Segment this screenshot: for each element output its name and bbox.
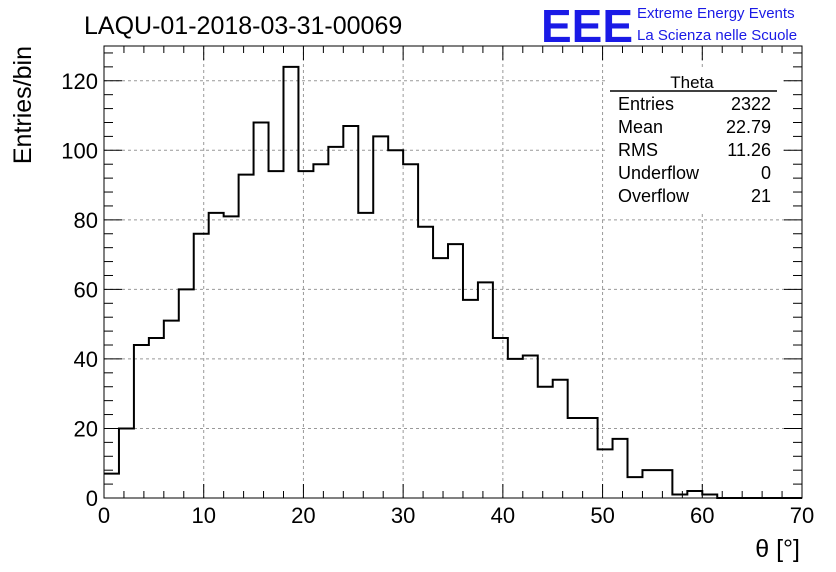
- logo-line-2: La Scienza nelle Scuole: [637, 27, 797, 44]
- stats-label: Entries: [618, 94, 674, 114]
- histogram-bin: [478, 282, 493, 498]
- y-tick-label: 120: [61, 69, 98, 94]
- stats-label: Overflow: [618, 186, 690, 206]
- histogram-bin: [687, 491, 702, 498]
- histogram-bin: [583, 418, 598, 498]
- stats-label: Mean: [618, 117, 663, 137]
- histogram-bin: [343, 126, 358, 498]
- stats-label: RMS: [618, 140, 658, 160]
- x-axis-label: θ [°]: [755, 535, 800, 563]
- eee-logo: EEE Extreme Energy Events La Scienza nel…: [541, 0, 797, 52]
- histogram-bin: [283, 67, 298, 498]
- histogram-bin: [373, 136, 388, 498]
- histogram-bin: [493, 338, 508, 498]
- histogram-bin: [149, 338, 164, 498]
- histogram-bin: [269, 171, 284, 498]
- y-tick-label: 40: [74, 347, 98, 372]
- histogram-bin: [463, 300, 478, 498]
- axis-ticks: [103, 46, 803, 499]
- histogram-bin: [119, 428, 134, 498]
- stats-value: 22.79: [726, 117, 771, 137]
- histogram-bin: [568, 418, 583, 498]
- histogram-bin: [657, 470, 672, 498]
- histogram-bin: [194, 234, 209, 498]
- x-tick-label: 0: [98, 503, 110, 528]
- histogram-bin: [358, 213, 373, 498]
- stats-label: Underflow: [618, 163, 700, 183]
- x-tick-label: 50: [590, 503, 614, 528]
- histogram-bin: [403, 164, 418, 498]
- histogram-bin: [134, 345, 149, 498]
- x-tick-label: 40: [491, 503, 515, 528]
- x-tick-label: 60: [690, 503, 714, 528]
- plot-frame: [103, 45, 803, 499]
- y-tick-labels: 0 20 40 60 80 100 120: [61, 69, 98, 511]
- stats-box-title: Theta: [670, 73, 714, 92]
- logo-mark: EEE: [541, 0, 633, 52]
- histogram-bin: [313, 164, 328, 498]
- histogram-bin: [224, 216, 239, 498]
- grid-lines: [104, 46, 802, 498]
- histogram-bin: [418, 227, 433, 498]
- stats-value: 21: [751, 186, 771, 206]
- histogram-bin: [523, 355, 538, 498]
- histogram-bin: [254, 122, 269, 498]
- stats-value: 2322: [731, 94, 771, 114]
- x-tick-label: 10: [191, 503, 215, 528]
- x-tick-label: 20: [291, 503, 315, 528]
- chart-title: LAQU-01-2018-03-31-00069: [84, 12, 402, 40]
- histogram-bin: [642, 470, 657, 498]
- y-tick-label: 0: [86, 486, 98, 511]
- y-axis-label: Entries/bin: [9, 46, 37, 164]
- histogram-bin: [209, 213, 224, 498]
- x-tick-labels: 0 10 20 30 40 50 60 70: [98, 503, 814, 528]
- histogram-bin: [448, 244, 463, 498]
- logo-line-1: Extreme Energy Events: [637, 5, 795, 22]
- y-tick-label: 60: [74, 277, 98, 302]
- histogram-bin: [433, 258, 448, 498]
- histogram-bin: [298, 171, 313, 498]
- stats-box: Theta Entries 2322 Mean 22.79 RMS 11.26 Underf…: [608, 68, 783, 213]
- stats-value: 11.26: [727, 140, 771, 160]
- histogram-bin: [538, 387, 553, 498]
- histogram-bin: [328, 147, 343, 498]
- histogram-bin: [179, 289, 194, 498]
- x-tick-label: 30: [391, 503, 415, 528]
- x-tick-label: 70: [790, 503, 814, 528]
- histogram-bin: [628, 477, 643, 498]
- stats-box-background: [608, 68, 783, 213]
- y-tick-label: 100: [61, 138, 98, 163]
- stats-value: 0: [761, 163, 771, 183]
- histogram-bin: [553, 380, 568, 498]
- histogram-bin: [239, 175, 254, 498]
- histogram-bin: [598, 449, 613, 498]
- histogram-bin: [164, 321, 179, 498]
- y-tick-label: 80: [74, 208, 98, 233]
- stats-rows: Entries 2322 Mean 22.79 RMS 11.26 Underflow 0 Ov…: [618, 94, 771, 206]
- histogram-bin: [613, 439, 628, 498]
- histogram-bin: [388, 150, 403, 498]
- histogram-outline: [104, 65, 802, 499]
- y-tick-label: 20: [74, 416, 98, 441]
- histogram-bin: [104, 474, 119, 498]
